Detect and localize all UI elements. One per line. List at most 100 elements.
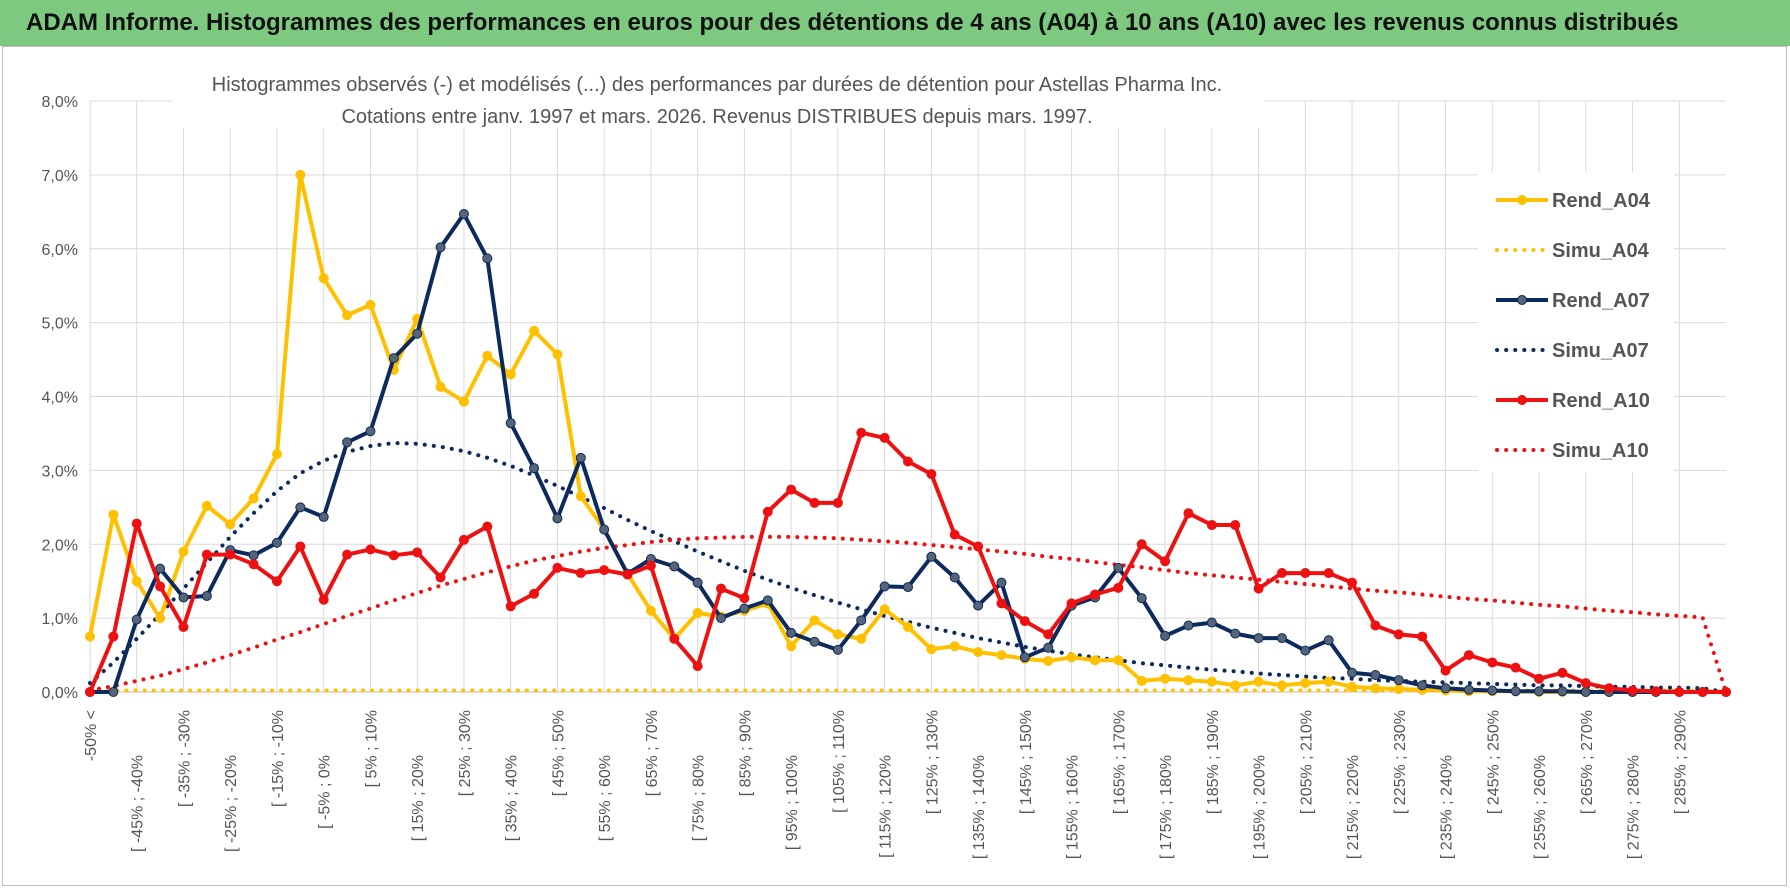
chart-legend: Rend_A04 Simu_A04 Rend_A07 Simu_A07 Rend_A10… [1495, 190, 1651, 462]
data-point [669, 633, 680, 644]
data-point [1136, 675, 1147, 686]
data-point [85, 687, 95, 697]
y-tick-label: 2,0% [42, 537, 78, 554]
data-point [271, 449, 282, 460]
legend-marker [1517, 195, 1527, 205]
data-point [342, 437, 353, 448]
x-category-label: [ 145% ; 150% [1018, 710, 1035, 814]
x-category-label: [ -25% ; -20% [223, 755, 240, 852]
data-point [178, 546, 189, 557]
series-Simu_A07 [88, 441, 1728, 694]
data-point [201, 549, 212, 560]
x-category-label: [ 155% ; 160% [1065, 755, 1082, 859]
x-category-label: -50% < [83, 710, 100, 761]
data-point [529, 588, 540, 599]
data-point [832, 629, 843, 640]
x-category-label: [ 65% ; 70% [644, 710, 661, 796]
y-tick-label: 5,0% [42, 316, 78, 333]
data-point [1347, 577, 1358, 588]
data-point [365, 299, 376, 310]
x-category-label: [ -35% ; -30% [176, 710, 193, 807]
data-point [1113, 655, 1124, 666]
legend-label: Simu_A10 [1552, 440, 1649, 462]
data-point [716, 613, 727, 624]
data-point [1183, 675, 1194, 686]
data-point [318, 511, 329, 522]
legend-marker [1517, 295, 1527, 305]
data-point [1674, 687, 1685, 697]
x-category-label: [ 195% ; 200% [1252, 755, 1269, 859]
legend-label: Rend_A07 [1552, 290, 1650, 312]
legend-item-Simu_A07: Simu_A07 [1495, 340, 1649, 362]
data-point [1463, 650, 1474, 661]
data-point [482, 350, 493, 361]
data-point [809, 497, 820, 508]
data-point [739, 593, 750, 604]
x-category-label: [ 245% ; 250% [1485, 710, 1502, 814]
data-point [1230, 680, 1241, 691]
legend-item-Rend_A04: Rend_A04 [1496, 190, 1651, 212]
data-point [318, 273, 329, 284]
data-point [903, 582, 913, 593]
x-category-label: [ -5% ; 0% [317, 755, 334, 829]
data-point [1160, 673, 1171, 684]
data-point [599, 565, 610, 576]
data-point [575, 568, 586, 579]
y-tick-label: 8,0% [42, 94, 78, 111]
data-point [1463, 684, 1474, 695]
data-point [786, 627, 797, 638]
data-point [552, 513, 563, 524]
data-point [108, 509, 119, 520]
data-point [1300, 678, 1311, 689]
data-point [342, 549, 353, 560]
data-point [1627, 685, 1638, 696]
data-point [622, 569, 633, 580]
x-category-label: [ 5% ; 10% [363, 710, 380, 787]
chart-title-background [172, 66, 1264, 128]
data-point [1393, 675, 1404, 686]
data-point [1276, 568, 1287, 579]
data-point [1323, 635, 1334, 646]
x-category-label: [ 215% ; 220% [1345, 755, 1362, 859]
data-point [1206, 676, 1217, 687]
data-point [1230, 520, 1241, 531]
data-point [996, 598, 1007, 609]
x-category-label: [ 115% ; 120% [878, 755, 895, 858]
report-title-banner: ADAM Informe. Histogrammes des performan… [0, 0, 1790, 46]
chart-series [85, 169, 1731, 697]
data-point [318, 594, 329, 605]
data-point [131, 576, 142, 587]
data-point [1230, 628, 1241, 639]
data-point [1393, 629, 1404, 640]
data-point [739, 603, 750, 614]
data-point [1043, 642, 1054, 653]
legend-marker [1517, 395, 1527, 405]
data-point [926, 469, 937, 480]
data-point [505, 601, 516, 612]
data-point [1417, 680, 1428, 691]
data-point [669, 561, 680, 572]
y-tick-label: 0,0% [42, 685, 78, 702]
data-point [1206, 520, 1217, 531]
data-point [225, 519, 236, 530]
data-point [388, 353, 399, 364]
data-point [1183, 508, 1194, 519]
data-point [201, 590, 212, 601]
y-tick-label: 4,0% [42, 390, 78, 407]
x-category-label: [ 285% ; 290% [1672, 710, 1689, 814]
data-point [178, 621, 189, 632]
series-Rend_A10 [85, 427, 1731, 697]
data-point [926, 644, 937, 655]
data-point [879, 581, 890, 592]
data-point [271, 576, 282, 587]
data-point [832, 497, 843, 508]
data-point [1253, 583, 1264, 594]
data-point [365, 544, 376, 555]
data-point [131, 614, 142, 625]
x-category-label: [ -15% ; -10% [270, 710, 287, 807]
data-point [575, 491, 586, 502]
data-point [1253, 676, 1264, 687]
data-point [762, 506, 773, 517]
series-Simu_A10 [88, 534, 1728, 694]
